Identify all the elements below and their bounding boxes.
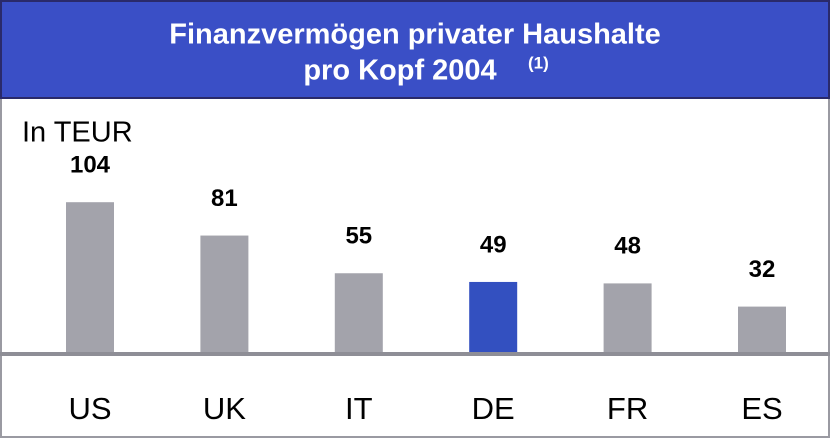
bar xyxy=(603,283,652,353)
title-banner xyxy=(0,0,830,99)
x-tick-label: UK xyxy=(203,391,246,426)
data-label: 81 xyxy=(211,185,238,212)
bar xyxy=(66,202,114,353)
x-tick-label: US xyxy=(68,391,111,426)
bar xyxy=(200,235,249,353)
x-tick-label: IT xyxy=(345,391,373,426)
data-label: 49 xyxy=(480,231,507,258)
bar xyxy=(469,281,518,353)
chart-title: pro Kopf 2004 xyxy=(303,55,496,87)
data-label: 32 xyxy=(749,256,776,283)
bar xyxy=(738,306,786,353)
data-label: 48 xyxy=(614,233,641,260)
bar xyxy=(334,273,383,353)
title-footnote: (1) xyxy=(528,53,549,72)
unit-label: In TEUR xyxy=(22,117,133,149)
data-label: 55 xyxy=(345,223,372,250)
x-tick-label: DE xyxy=(472,391,515,426)
x-tick-label: ES xyxy=(741,391,782,426)
x-tick-label: FR xyxy=(607,391,648,426)
data-label: 104 xyxy=(70,152,111,179)
chart-title: Finanzvermögen privater Haushalte xyxy=(169,19,661,51)
